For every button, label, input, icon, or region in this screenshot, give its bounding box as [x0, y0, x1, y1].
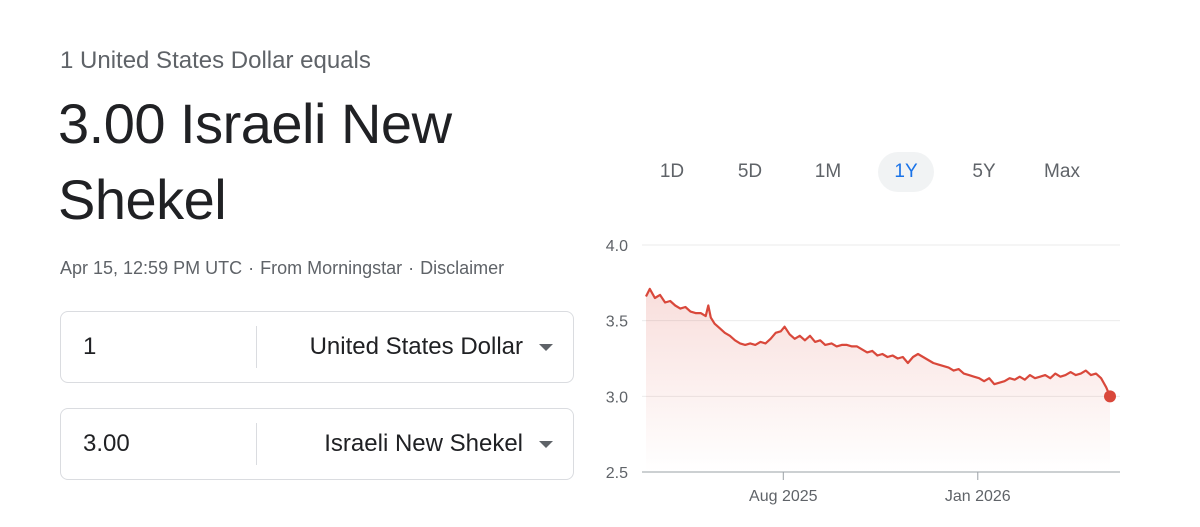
- timestamp: Apr 15, 12:59 PM UTC: [60, 258, 243, 278]
- from-currency-select[interactable]: United States Dollar: [309, 333, 523, 360]
- y-tick-label: 2.5: [606, 465, 628, 482]
- from-currency-row: United States Dollar: [60, 311, 574, 383]
- time-range-tabs: 1D 5D 1M 1Y 5Y Max: [633, 152, 1101, 192]
- tab-1y[interactable]: 1Y: [878, 152, 934, 192]
- meta-separator: ·: [248, 258, 255, 278]
- tab-max[interactable]: Max: [1044, 161, 1080, 182]
- exchange-rate-chart[interactable]: 2.5 3.0 3.5 4.0 Aug 2025 Jan 2026: [590, 225, 1140, 515]
- source-text: From Morningstar: [260, 258, 403, 278]
- to-currency-select[interactable]: Israeli New Shekel: [324, 430, 523, 457]
- conversion-result: 3.00 Israeli New Shekel: [58, 92, 452, 231]
- dropdown-caret-icon[interactable]: [539, 344, 553, 351]
- x-tick-label: Aug 2025: [749, 488, 818, 505]
- tab-5y[interactable]: 5Y: [972, 161, 996, 182]
- dropdown-caret-icon[interactable]: [539, 441, 553, 448]
- row-divider: [256, 423, 257, 465]
- y-tick-label: 3.5: [606, 314, 628, 331]
- tab-1m[interactable]: 1M: [814, 161, 842, 182]
- tab-1d[interactable]: 1D: [659, 161, 685, 182]
- series-area: [646, 288, 1110, 472]
- to-amount-input[interactable]: [83, 409, 243, 479]
- from-amount-input[interactable]: [83, 312, 243, 382]
- quote-meta: Apr 15, 12:59 PM UTC · From Morningstar · Di…: [60, 256, 504, 280]
- to-currency-row: Israeli New Shekel: [60, 408, 574, 480]
- row-divider: [256, 326, 257, 368]
- meta-separator: ·: [408, 258, 415, 278]
- tab-5d[interactable]: 5D: [737, 161, 763, 182]
- disclaimer-link[interactable]: Disclaimer: [420, 258, 505, 278]
- x-tick-label: Jan 2026: [945, 488, 1011, 505]
- conversion-subtitle: 1 United States Dollar equals: [60, 47, 371, 74]
- current-value-dot: [1104, 390, 1116, 403]
- y-tick-label: 3.0: [606, 389, 628, 406]
- y-tick-label: 4.0: [606, 238, 628, 255]
- series-line: [645, 287, 1112, 397]
